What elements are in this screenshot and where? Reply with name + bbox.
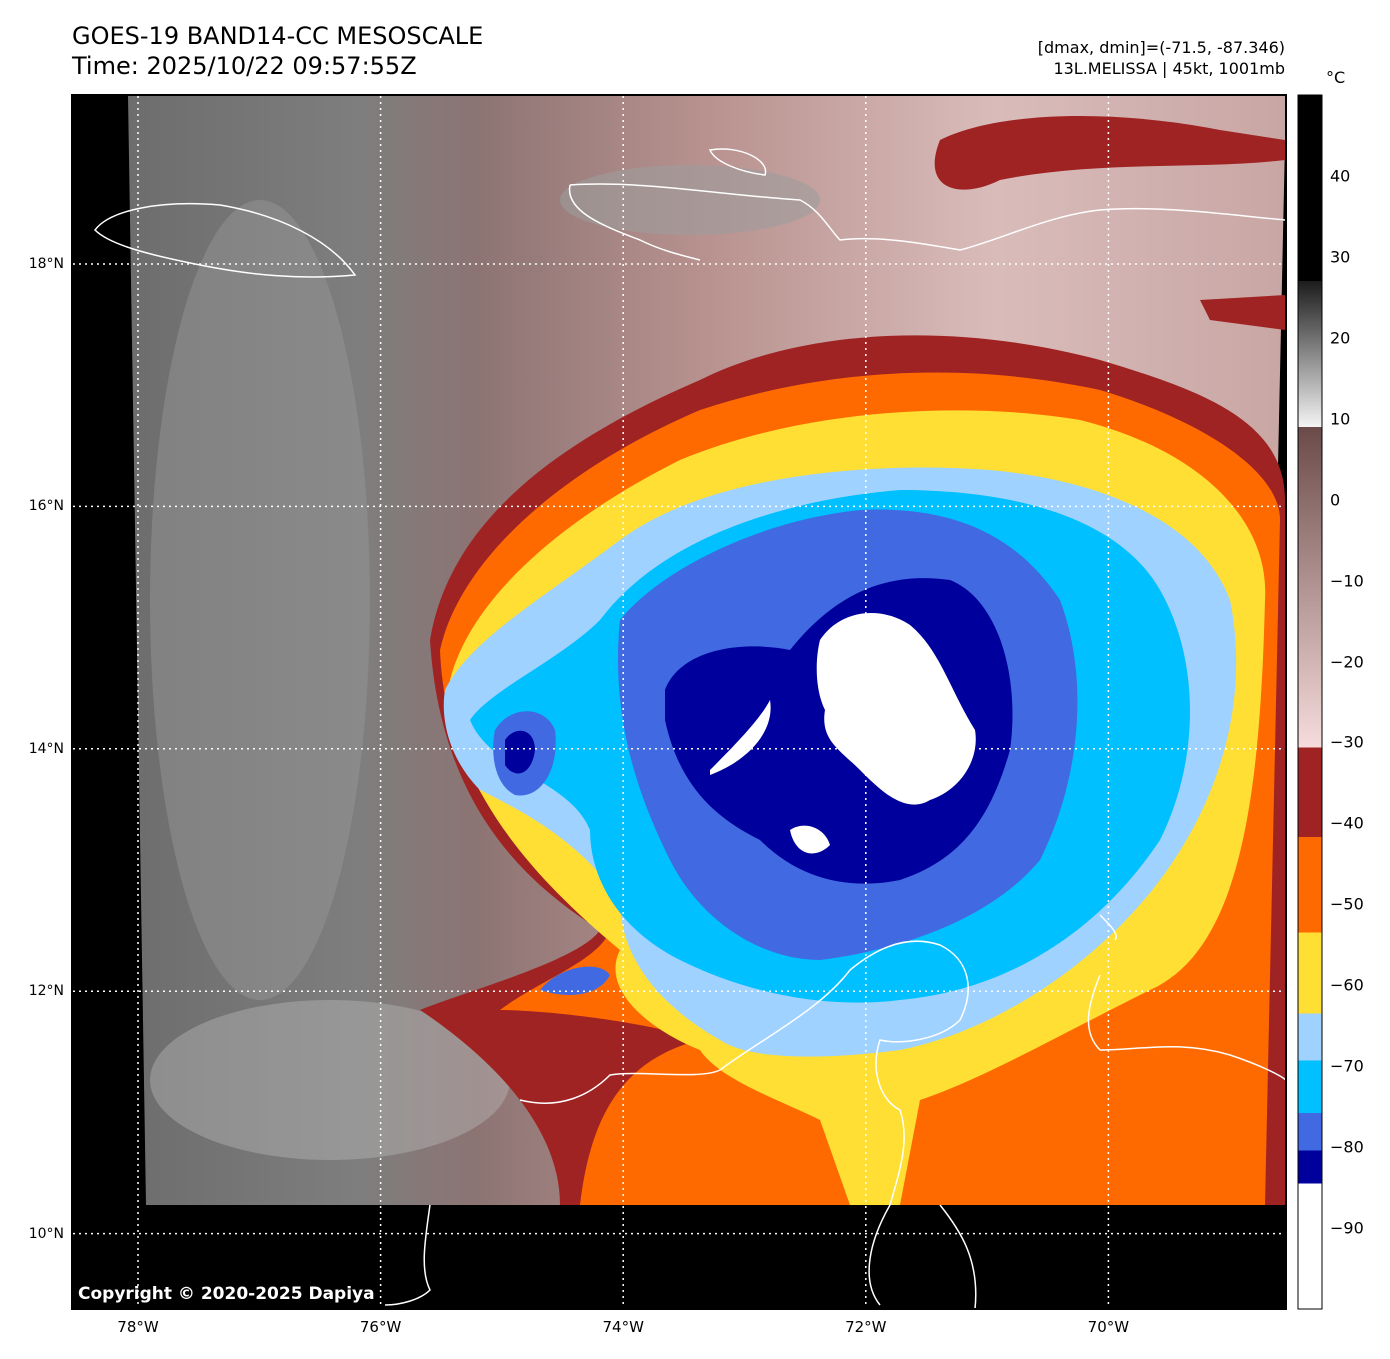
longitude-label: 76°W: [359, 1318, 402, 1336]
latitude-label: 18°N: [28, 256, 64, 272]
latitude-label: 10°N: [28, 1225, 64, 1242]
longitude-label: 72°W: [845, 1318, 887, 1336]
coastline-jamaica: [94, 202, 357, 278]
cold-cloud-band-red: [1200, 295, 1285, 330]
colorbar-tick-label: −30: [1330, 732, 1364, 752]
colorbar-tick-label: 40: [1330, 166, 1351, 186]
colorbar-tick-label: −50: [1330, 894, 1364, 914]
cloud-texture: [150, 1000, 510, 1160]
colorbar-tick-label: 30: [1330, 247, 1351, 267]
title-time: Time: 2025/10/22 09:57:55Z: [72, 52, 417, 80]
colorbar-tick-label: 20: [1330, 328, 1351, 348]
colorbar-tick-label: 10: [1330, 409, 1351, 429]
colorbar-tick-label: 0: [1330, 490, 1341, 510]
cloud-texture: [560, 165, 820, 235]
storm-info: 13L.MELISSA | 45kt, 1001mb: [1053, 59, 1285, 78]
dmax-dmin-stats: [dmax, dmin]=(-71.5, -87.346): [1037, 38, 1285, 57]
colorbar-tick-label: −10: [1330, 571, 1364, 591]
longitude-label: 74°W: [602, 1318, 644, 1336]
cloud-texture: [150, 200, 370, 1000]
colorbar-tick-label: −70: [1330, 1056, 1364, 1076]
map-frame: [71, 94, 1287, 1310]
latitude-label: 14°N: [28, 740, 64, 757]
colorbar-tick-label: −20: [1330, 652, 1364, 672]
colorbar-tick-label: −60: [1330, 975, 1364, 995]
copyright-text: Copyright © 2020-2025 Dapiya: [78, 1284, 375, 1304]
colorbar-tick-label: −40: [1330, 813, 1364, 833]
longitude-label: 78°W: [117, 1318, 159, 1336]
coastline-lake: [868, 1204, 977, 1309]
latitude-label: 12°N: [28, 983, 64, 1000]
coastline-panama: [384, 1204, 431, 1306]
graticule: [73, 96, 1285, 1308]
colorbar: [1297, 94, 1323, 1310]
coastline-island: [708, 148, 767, 176]
colorbar-tick-label: −80: [1330, 1137, 1364, 1157]
coastline-venezuela-colombia: [519, 940, 969, 1206]
coastline-paraguana: [1087, 914, 1286, 1081]
title-product: GOES-19 BAND14-CC MESOSCALE: [72, 22, 484, 50]
coastline-hispaniola: [568, 183, 1286, 261]
coastlines: [94, 148, 1286, 1309]
colorbar-unit: °C: [1326, 68, 1346, 87]
cold-cloud-band-red: [934, 116, 1285, 190]
cloud-top-band-white: [710, 613, 976, 854]
latitude-label: 16°N: [28, 498, 64, 515]
longitude-label: 70°W: [1087, 1318, 1130, 1336]
colorbar-tick-label: −90: [1330, 1218, 1364, 1238]
